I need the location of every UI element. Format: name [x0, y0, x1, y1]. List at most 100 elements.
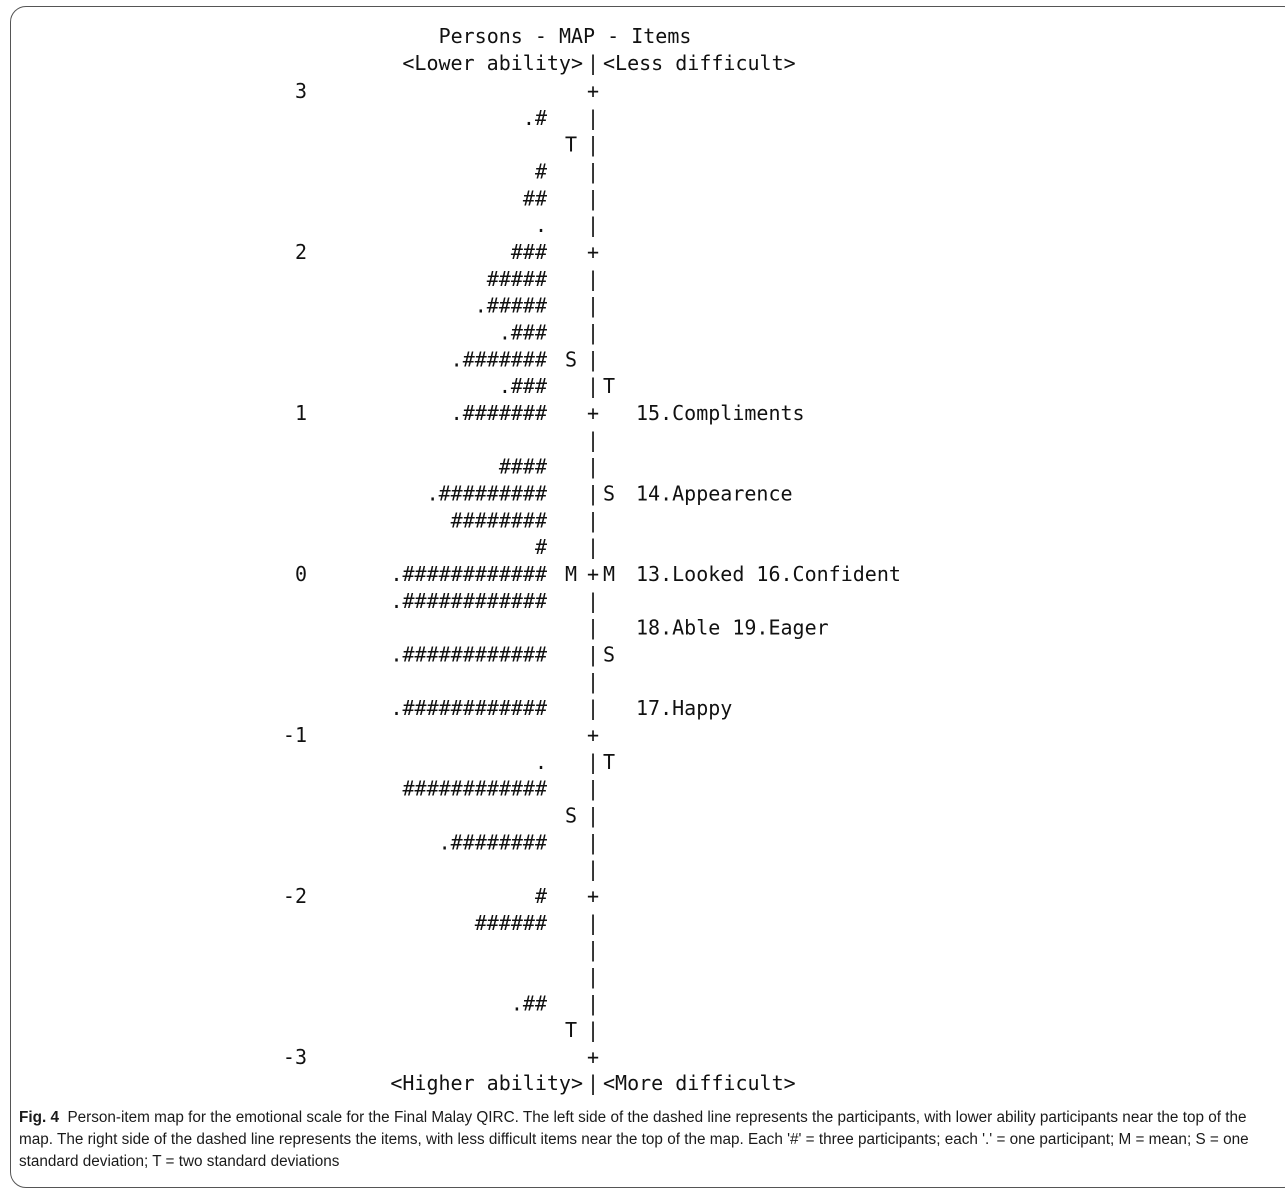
- top-right-label: <Less difficult>: [603, 51, 796, 75]
- item-stat-marker: T: [603, 750, 615, 774]
- person-stat-marker: S: [565, 347, 577, 371]
- y-tick-label: -3: [283, 1045, 307, 1069]
- person-marks: ####: [499, 455, 547, 479]
- person-marks: ########: [451, 508, 547, 532]
- map-row: |: [587, 669, 599, 693]
- person-stat-marker: T: [565, 1018, 577, 1042]
- y-axis-ticks: 3 2 1 0 -1 -2 -3: [283, 79, 307, 1069]
- y-tick-label: -2: [283, 884, 307, 908]
- item-stat-marker: S: [603, 643, 615, 667]
- map-row: .############ |: [390, 589, 599, 613]
- map-rows: +.# |T |# |## |. |### +##### |.##### |.### |.####…: [390, 79, 900, 1069]
- map-row: ############ |: [403, 777, 600, 801]
- axis-mark: |: [587, 777, 599, 801]
- axis-mark: |: [587, 294, 599, 318]
- map-row: . | T: [535, 750, 615, 774]
- axis-mark: |: [587, 965, 599, 989]
- person-marks: .#########: [427, 482, 547, 506]
- bottom-axis-bar: |: [587, 1071, 599, 1095]
- figure-caption: Fig. 4 Person-item map for the emotional…: [19, 1107, 1279, 1173]
- map-row: |: [587, 938, 599, 962]
- axis-mark: +: [587, 401, 599, 425]
- axis-mark: |: [587, 267, 599, 291]
- person-marks: .: [535, 213, 547, 237]
- map-row: # |: [535, 535, 599, 559]
- axis-mark: |: [587, 830, 599, 854]
- person-marks: .#####: [475, 294, 547, 318]
- axis-mark: |: [587, 857, 599, 881]
- map-row: .### | T: [499, 374, 615, 398]
- map-row: .# |: [523, 106, 599, 130]
- map-row: +: [587, 79, 599, 103]
- axis-mark: |: [587, 508, 599, 532]
- axis-mark: |: [587, 482, 599, 506]
- item-stat-marker: T: [603, 374, 615, 398]
- axis-mark: |: [587, 804, 599, 828]
- map-row: |: [587, 965, 599, 989]
- item-stat-marker: M: [603, 562, 615, 586]
- map-row: .####### S |: [451, 347, 599, 371]
- person-stat-marker: M: [565, 562, 577, 586]
- person-marks: .############: [390, 562, 547, 586]
- item-stat-marker: S: [603, 482, 615, 506]
- map-row: .############ | 17.Happy: [390, 696, 732, 720]
- axis-mark: |: [587, 347, 599, 371]
- axis-mark: +: [587, 240, 599, 264]
- person-marks: .###: [499, 374, 547, 398]
- axis-mark: |: [587, 643, 599, 667]
- axis-mark: |: [587, 428, 599, 452]
- axis-mark: |: [587, 696, 599, 720]
- map-row: |: [587, 857, 599, 881]
- map-row: .######### | S 14.Appearence: [427, 482, 793, 506]
- item-label: 17.Happy: [636, 696, 732, 720]
- person-marks: .#######: [451, 347, 547, 371]
- axis-mark: |: [587, 133, 599, 157]
- axis-mark: |: [587, 616, 599, 640]
- map-row: S |: [565, 804, 599, 828]
- person-stat-marker: T: [565, 133, 577, 157]
- map-row: |: [587, 428, 599, 452]
- map-row: ### +: [511, 240, 599, 264]
- person-marks: .###: [499, 321, 547, 345]
- map-row: | 18.Able 19.Eager: [587, 616, 829, 640]
- y-tick-label: 1: [295, 401, 307, 425]
- person-marks: ##: [523, 186, 547, 210]
- axis-mark: +: [587, 562, 599, 586]
- top-axis-bar: |: [587, 51, 599, 75]
- axis-mark: |: [587, 938, 599, 962]
- y-tick-label: 0: [295, 562, 307, 586]
- map-row: +: [587, 723, 599, 747]
- y-tick-label: 3: [295, 79, 307, 103]
- axis-mark: |: [587, 911, 599, 935]
- axis-mark: |: [587, 535, 599, 559]
- map-row: .####### +15.Compliments: [451, 401, 805, 425]
- axis-mark: |: [587, 106, 599, 130]
- map-title: Persons - MAP - Items: [439, 24, 692, 48]
- item-label: 14.Appearence: [636, 482, 793, 506]
- person-marks: .############: [390, 589, 547, 613]
- map-row: #### |: [499, 455, 599, 479]
- axis-mark: |: [587, 455, 599, 479]
- item-label: 18.Able 19.Eager: [636, 616, 829, 640]
- person-marks: ###: [511, 240, 547, 264]
- axis-mark: |: [587, 160, 599, 184]
- person-marks: #: [535, 160, 547, 184]
- map-row: . |: [535, 213, 599, 237]
- map-row: T |: [565, 1018, 599, 1042]
- person-marks: ######: [475, 911, 547, 935]
- axis-mark: +: [587, 723, 599, 747]
- map-row: .######## |: [439, 830, 599, 854]
- figure-frame: [10, 6, 1285, 1188]
- axis-mark: +: [587, 79, 599, 103]
- item-label: 13.Looked 16.Confident: [636, 562, 901, 586]
- bottom-left-label: <Higher ability>: [390, 1071, 583, 1095]
- person-marks: ############: [403, 777, 548, 801]
- person-marks: .#######: [451, 401, 547, 425]
- person-marks: #: [535, 535, 547, 559]
- person-marks: .############: [390, 643, 547, 667]
- map-row: ## |: [523, 186, 599, 210]
- y-tick-label: -1: [283, 723, 307, 747]
- caption-text: Person-item map for the emotional scale …: [19, 1109, 1249, 1170]
- axis-mark: |: [587, 186, 599, 210]
